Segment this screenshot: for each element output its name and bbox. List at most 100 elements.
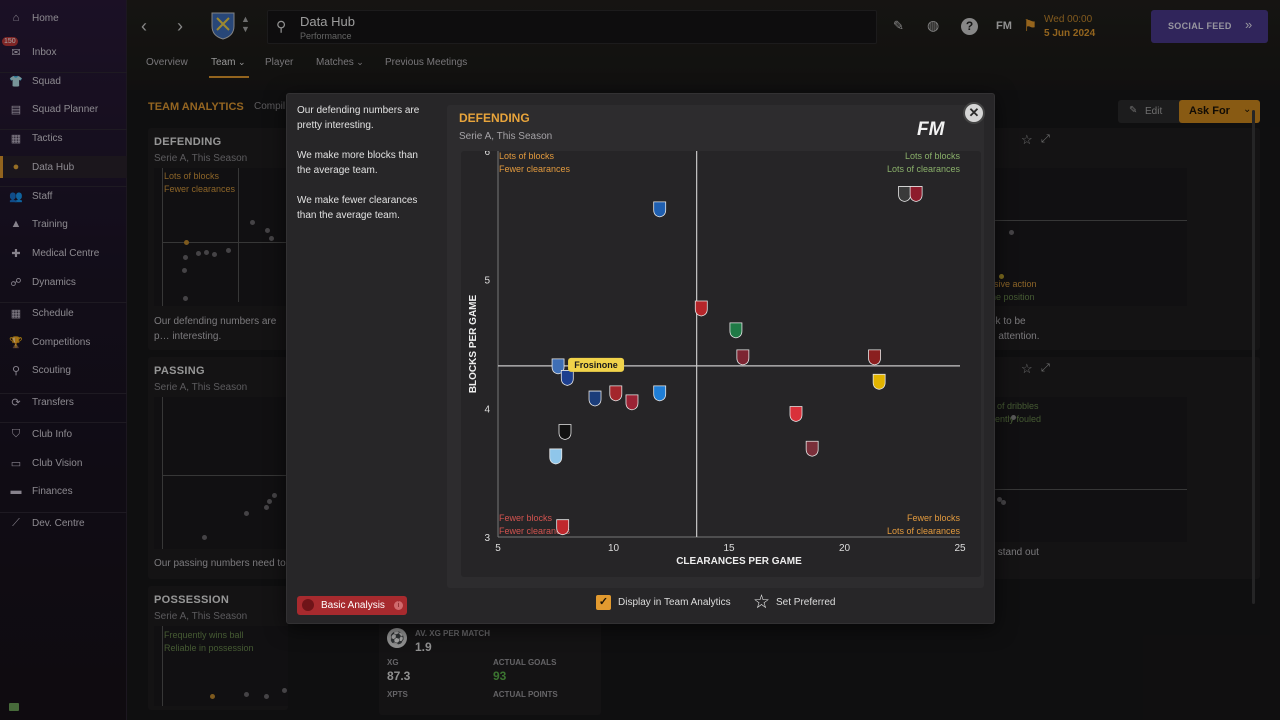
breadcrumb-search[interactable]: ⚲ Data Hub Performance xyxy=(267,10,877,44)
trophy-icon: 🏆 xyxy=(9,336,23,349)
social-feed-label: SOCIAL FEED xyxy=(1168,21,1232,31)
back-arrow-icon[interactable]: ‹ xyxy=(141,16,147,36)
sidebar-item-label: Schedule xyxy=(32,307,74,319)
sidebar-item-finances[interactable]: ▬ Finances xyxy=(0,480,127,502)
defending-analysis-modal: Our defending numbers are pretty interes… xyxy=(286,93,995,624)
sidebar-item-club-info[interactable]: ⛉ Club Info xyxy=(0,423,127,445)
ask-for-button[interactable]: Ask For ⌄ xyxy=(1179,100,1260,123)
club-badge-lazio[interactable] xyxy=(549,448,563,465)
club-badge-salernitana[interactable] xyxy=(868,349,881,366)
sidebar-item-training[interactable]: ▲ Training xyxy=(0,213,127,235)
club-badge-sassuolo[interactable] xyxy=(729,322,743,339)
club-badge-empoli[interactable] xyxy=(653,201,667,218)
sidebar-item-label: Scouting xyxy=(32,364,71,376)
social-feed-button[interactable]: SOCIAL FEED » xyxy=(1151,10,1268,43)
club-badge-cagliari[interactable] xyxy=(909,186,923,202)
forward-arrow-icon[interactable]: › xyxy=(177,16,183,36)
star-icon[interactable]: ☆ xyxy=(1021,361,1033,376)
club-switch-icon[interactable]: ▲ ▼ xyxy=(241,14,250,34)
tab-team[interactable]: Team ⌄ xyxy=(209,57,249,78)
panel-description: s stand out xyxy=(990,547,1039,558)
chevron-down-icon: ⌄ xyxy=(353,57,364,67)
club-badge-inter[interactable] xyxy=(560,370,574,386)
sidebar-item-squad[interactable]: 👕 Squad xyxy=(0,70,127,92)
transfer-arrows-icon: ⟳ xyxy=(11,396,21,409)
set-preferred-label[interactable]: Set Preferred xyxy=(776,597,836,608)
pencil-icon: ✎ xyxy=(1129,105,1138,116)
y-tick-label: 4 xyxy=(484,404,490,415)
sidebar-item-schedule[interactable]: ▦ Schedule xyxy=(0,302,127,324)
basic-analysis-button[interactable]: Basic Analysis i xyxy=(297,596,407,615)
right-mini-chart-mid: of dribbles ently fouled xyxy=(987,397,1187,542)
analysis-text-1: Our defending numbers are pretty interes… xyxy=(297,105,420,131)
continue-flag-icon[interactable]: ⚑ xyxy=(1023,18,1038,35)
search-icon: ⚲ xyxy=(276,18,287,34)
info-icon[interactable]: i xyxy=(394,601,403,610)
club-badge-roma[interactable] xyxy=(609,385,623,402)
fm-menu-icon[interactable]: FM xyxy=(996,20,1012,32)
sidebar-item-data-hub[interactable]: ● Data Hub xyxy=(0,156,127,178)
club-badge-genoa[interactable] xyxy=(694,300,708,317)
sidebar-item-transfers[interactable]: ⟳ Transfers xyxy=(0,391,127,413)
analysis-text-3: We make fewer clearances than the averag… xyxy=(297,195,418,221)
club-badge-atalanta[interactable] xyxy=(588,390,602,407)
tab-player[interactable]: Player xyxy=(265,57,293,68)
star-icon[interactable]: ☆ xyxy=(1021,132,1033,147)
sidebar-item-dynamics[interactable]: ☍ Dynamics xyxy=(0,271,127,293)
sidebar-item-tactics[interactable]: ▦ Tactics xyxy=(0,127,127,149)
display-checkbox[interactable]: ✓ xyxy=(596,595,611,610)
calendar-icon: ▦ xyxy=(10,307,22,320)
quadrant-label: Fewer clearances xyxy=(499,526,571,536)
quadrant-label: Fewer blocks xyxy=(907,513,961,523)
club-badge-torino[interactable] xyxy=(736,349,750,366)
sidebar-item-home[interactable]: ⌂ Home xyxy=(0,7,127,29)
club-badge-udinese[interactable] xyxy=(898,186,911,202)
club-badge-napoli[interactable] xyxy=(653,385,667,402)
sidebar-item-staff[interactable]: 👥 Staff xyxy=(0,185,127,207)
panel-title: PASSING xyxy=(154,365,205,377)
defending-panel[interactable]: DEFENDING Serie A, This Season Lots of b… xyxy=(148,128,288,350)
sidebar-item-dev-centre[interactable]: ⟋ Dev. Centre xyxy=(0,512,127,534)
pencil-icon[interactable]: ✎ xyxy=(893,18,904,33)
tab-previous-meetings[interactable]: Previous Meetings xyxy=(385,57,467,68)
close-icon[interactable]: ✕ xyxy=(963,102,985,124)
club-badge-lecce[interactable] xyxy=(805,440,819,457)
tab-matches[interactable]: Matches ⌄ xyxy=(316,57,364,68)
panel-subtitle: Serie A, This Season xyxy=(154,382,248,393)
club-badge-milan[interactable] xyxy=(556,519,570,536)
sidebar-item-medical-centre[interactable]: ✚ Medical Centre xyxy=(0,242,127,264)
sidebar-item-squad-planner[interactable]: ▤ Squad Planner xyxy=(0,98,127,120)
club-badge-monza[interactable] xyxy=(789,406,803,422)
globe-icon[interactable]: ◍ xyxy=(927,17,940,33)
club-badge-bologna[interactable] xyxy=(625,394,639,411)
expand-icon[interactable]: ⤢ xyxy=(1041,362,1050,374)
tab-overview[interactable]: Overview xyxy=(146,57,188,68)
club-crest-icon[interactable] xyxy=(209,10,237,40)
y-tick-label: 3 xyxy=(484,533,490,544)
right-panel-mid[interactable]: ☆ ⤢ of dribbles ently fouled s stand out xyxy=(987,357,1260,579)
club-badge-verona[interactable] xyxy=(872,373,886,390)
star-outline-icon[interactable]: ☆ xyxy=(753,592,771,613)
x-tick-label: 25 xyxy=(954,543,966,554)
dynamics-icon: ☍ xyxy=(10,276,22,289)
sidebar-item-competitions[interactable]: 🏆 Competitions xyxy=(0,331,127,353)
sidebar-item-club-vision[interactable]: ▭ Club Vision xyxy=(0,452,127,474)
scrollbar[interactable] xyxy=(1252,110,1255,604)
edit-button[interactable]: ✎ Edit xyxy=(1118,100,1186,123)
right-panel-top[interactable]: ☆ ⤢ nsive action ine position ok to be d… xyxy=(987,128,1260,350)
passing-panel[interactable]: PASSING Serie A, This Season Our passing… xyxy=(148,357,288,579)
sidebar-divider xyxy=(0,512,127,513)
help-icon[interactable]: ? xyxy=(961,18,978,35)
quadrant-label: Lots of blocks xyxy=(499,151,555,161)
expand-icon[interactable]: ⤢ xyxy=(1041,133,1050,145)
sidebar-item-label: Training xyxy=(32,218,68,230)
shield-icon: ⛉ xyxy=(11,427,21,440)
x-axis-label: CLEARANCES PER GAME xyxy=(676,556,802,567)
sidebar-item-inbox[interactable]: ✉ Inbox 150 xyxy=(0,37,127,63)
sidebar-item-scouting[interactable]: ⚲ Scouting xyxy=(0,359,127,381)
current-date: 5 Jun 2024 xyxy=(1044,28,1096,39)
possession-panel[interactable]: POSSESSION Serie A, This Season Frequent… xyxy=(148,586,288,710)
club-badge-juventus[interactable] xyxy=(558,424,572,440)
quadrant-label: Lots of clearances xyxy=(887,164,961,174)
tab-label: Team xyxy=(211,57,236,68)
